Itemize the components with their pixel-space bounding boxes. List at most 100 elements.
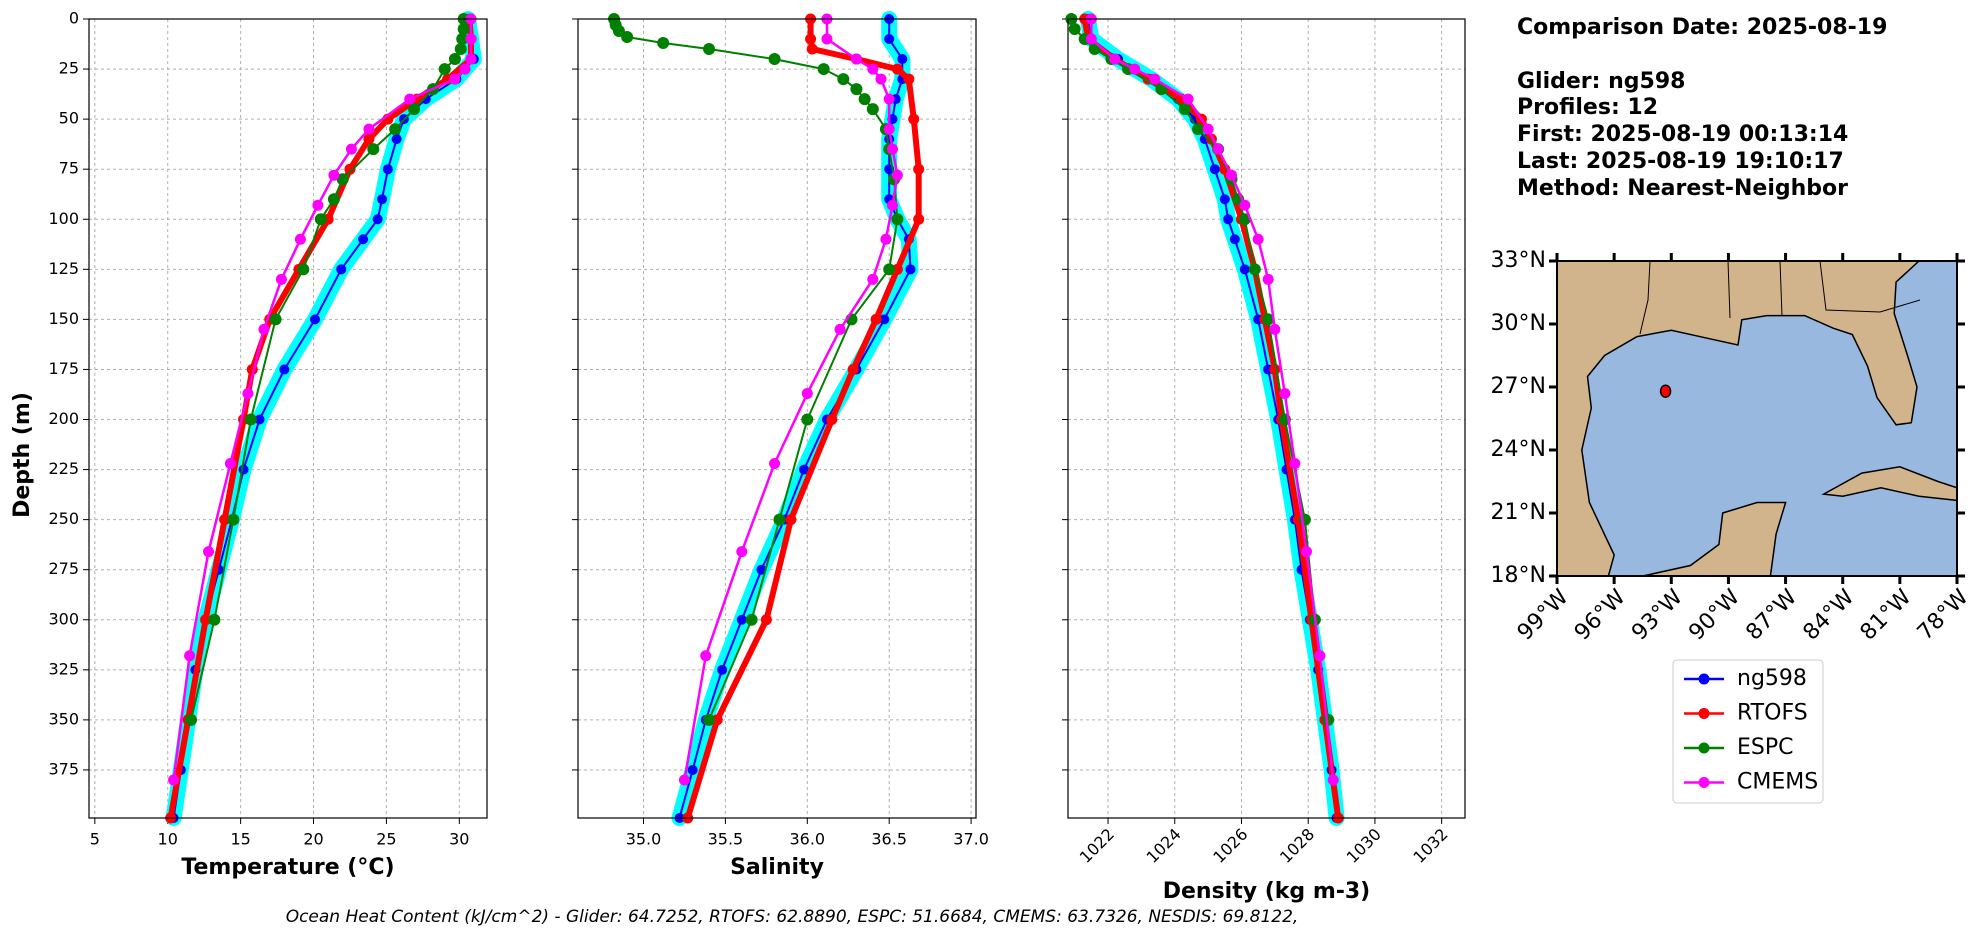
map-y-tick-label: 21°N	[1491, 500, 1546, 525]
profile-point	[1212, 143, 1224, 155]
profile-point	[1068, 23, 1081, 36]
profile-point	[1209, 164, 1220, 175]
legend-box	[1672, 659, 1824, 804]
y-tick-label: 250	[48, 509, 79, 528]
profile-point	[850, 53, 862, 65]
profile-point	[1289, 458, 1301, 470]
profile-point	[768, 53, 781, 66]
map-x-tick-label: 84°W	[1799, 585, 1860, 646]
profile-point	[805, 33, 817, 45]
profile-point	[382, 164, 393, 175]
profile-point	[336, 264, 347, 275]
profile-point	[908, 113, 920, 125]
profile-point	[459, 63, 471, 75]
profile-point	[454, 43, 467, 56]
map-base	[1557, 260, 1958, 577]
profile-point	[884, 34, 895, 45]
profile-point	[621, 31, 634, 44]
profile-point	[438, 63, 451, 76]
profile-point	[801, 413, 814, 426]
x-tick-label: 1022	[1076, 825, 1118, 867]
halo-line	[165, 11, 482, 826]
y-tick-label: 150	[48, 309, 79, 328]
profile-point	[736, 546, 748, 558]
profile-point	[870, 313, 882, 325]
profile-point	[449, 73, 461, 85]
y-tick-label: 175	[48, 359, 79, 378]
profile-point	[745, 613, 758, 626]
profile-point	[1202, 123, 1214, 135]
axes-frame	[1067, 18, 1466, 819]
x-axis-label: Density (kg m-3)	[1163, 879, 1371, 904]
map-x-tick-label: 99°W	[1513, 585, 1574, 646]
map-y-tick-label: 24°N	[1491, 437, 1546, 462]
x-tick-label: 20	[303, 830, 323, 849]
legend-label: RTOFS	[1737, 701, 1808, 726]
profile-point	[711, 714, 723, 726]
profile-point	[879, 314, 890, 325]
y-tick-label: 225	[48, 459, 79, 478]
profile-line	[172, 18, 475, 819]
y-tick-label: 300	[48, 609, 79, 628]
profile-point	[358, 234, 369, 245]
profile-point	[1129, 63, 1141, 75]
profile-point	[875, 73, 887, 85]
profile-point	[363, 123, 375, 135]
profile-point	[657, 37, 670, 50]
profile-point	[1262, 273, 1274, 285]
profile-point	[297, 263, 310, 276]
profile-point	[345, 143, 357, 155]
profile-point	[1149, 73, 1161, 85]
profile-point	[336, 173, 349, 186]
info-line: Method: Nearest-Neighbor	[1517, 176, 1848, 201]
axes-frame	[577, 18, 977, 819]
profile-point	[866, 103, 879, 116]
y-tick-label: 375	[48, 759, 79, 778]
map-y-tick-label: 27°N	[1491, 374, 1546, 399]
profile-point	[785, 514, 797, 526]
y-tick-label: 50	[59, 109, 79, 128]
x-tick-label: 1030	[1343, 825, 1385, 867]
profile-point	[891, 213, 904, 226]
y-tick-label: 125	[48, 259, 79, 278]
profile-point	[1269, 363, 1281, 375]
y-tick-label: 25	[59, 59, 79, 78]
profile-point	[905, 264, 916, 275]
profile-point	[377, 194, 388, 205]
profile-point	[903, 73, 915, 85]
profile-point	[1219, 194, 1230, 205]
x-tick-label: 37.0	[953, 830, 989, 849]
profile-point	[1225, 169, 1237, 181]
x-tick-label: 10	[158, 830, 178, 849]
state-border	[1779, 260, 1783, 317]
x-tick-label: 25	[376, 830, 396, 849]
y-tick-label: 0	[69, 9, 79, 28]
info-title: Comparison Date: 2025-08-19	[1517, 15, 1887, 40]
profile-point	[858, 93, 871, 106]
profile-point	[891, 263, 903, 275]
profile-point	[1301, 546, 1313, 558]
y-axis-label: Depth (m)	[10, 392, 35, 518]
profile-point	[1178, 103, 1191, 116]
profile-point	[279, 364, 290, 375]
profile-point	[1252, 233, 1264, 245]
map-x-tick-label: 81°W	[1856, 585, 1917, 646]
y-tick-label: 325	[48, 659, 79, 678]
state-border	[1639, 260, 1651, 335]
profile-point	[227, 513, 240, 526]
profile-point	[219, 514, 231, 526]
x-tick-label: 1024	[1143, 825, 1185, 867]
y-tick-label: 100	[48, 209, 79, 228]
map-x-tick-label: 90°W	[1684, 585, 1745, 646]
x-tick-label: 30	[449, 830, 469, 849]
profile-point	[1314, 650, 1326, 662]
profile-point	[821, 33, 833, 45]
map-y-tick-label: 18°N	[1491, 563, 1546, 588]
profile-point	[269, 313, 282, 326]
profile-point	[913, 163, 925, 175]
profile-point	[913, 213, 925, 225]
profile-point	[200, 614, 212, 626]
profile-point	[328, 169, 340, 181]
footer: Ocean Heat Content (kJ/cm^2) - Glider: 6…	[286, 907, 1299, 927]
x-axis-label: Temperature (°C)	[181, 855, 394, 880]
